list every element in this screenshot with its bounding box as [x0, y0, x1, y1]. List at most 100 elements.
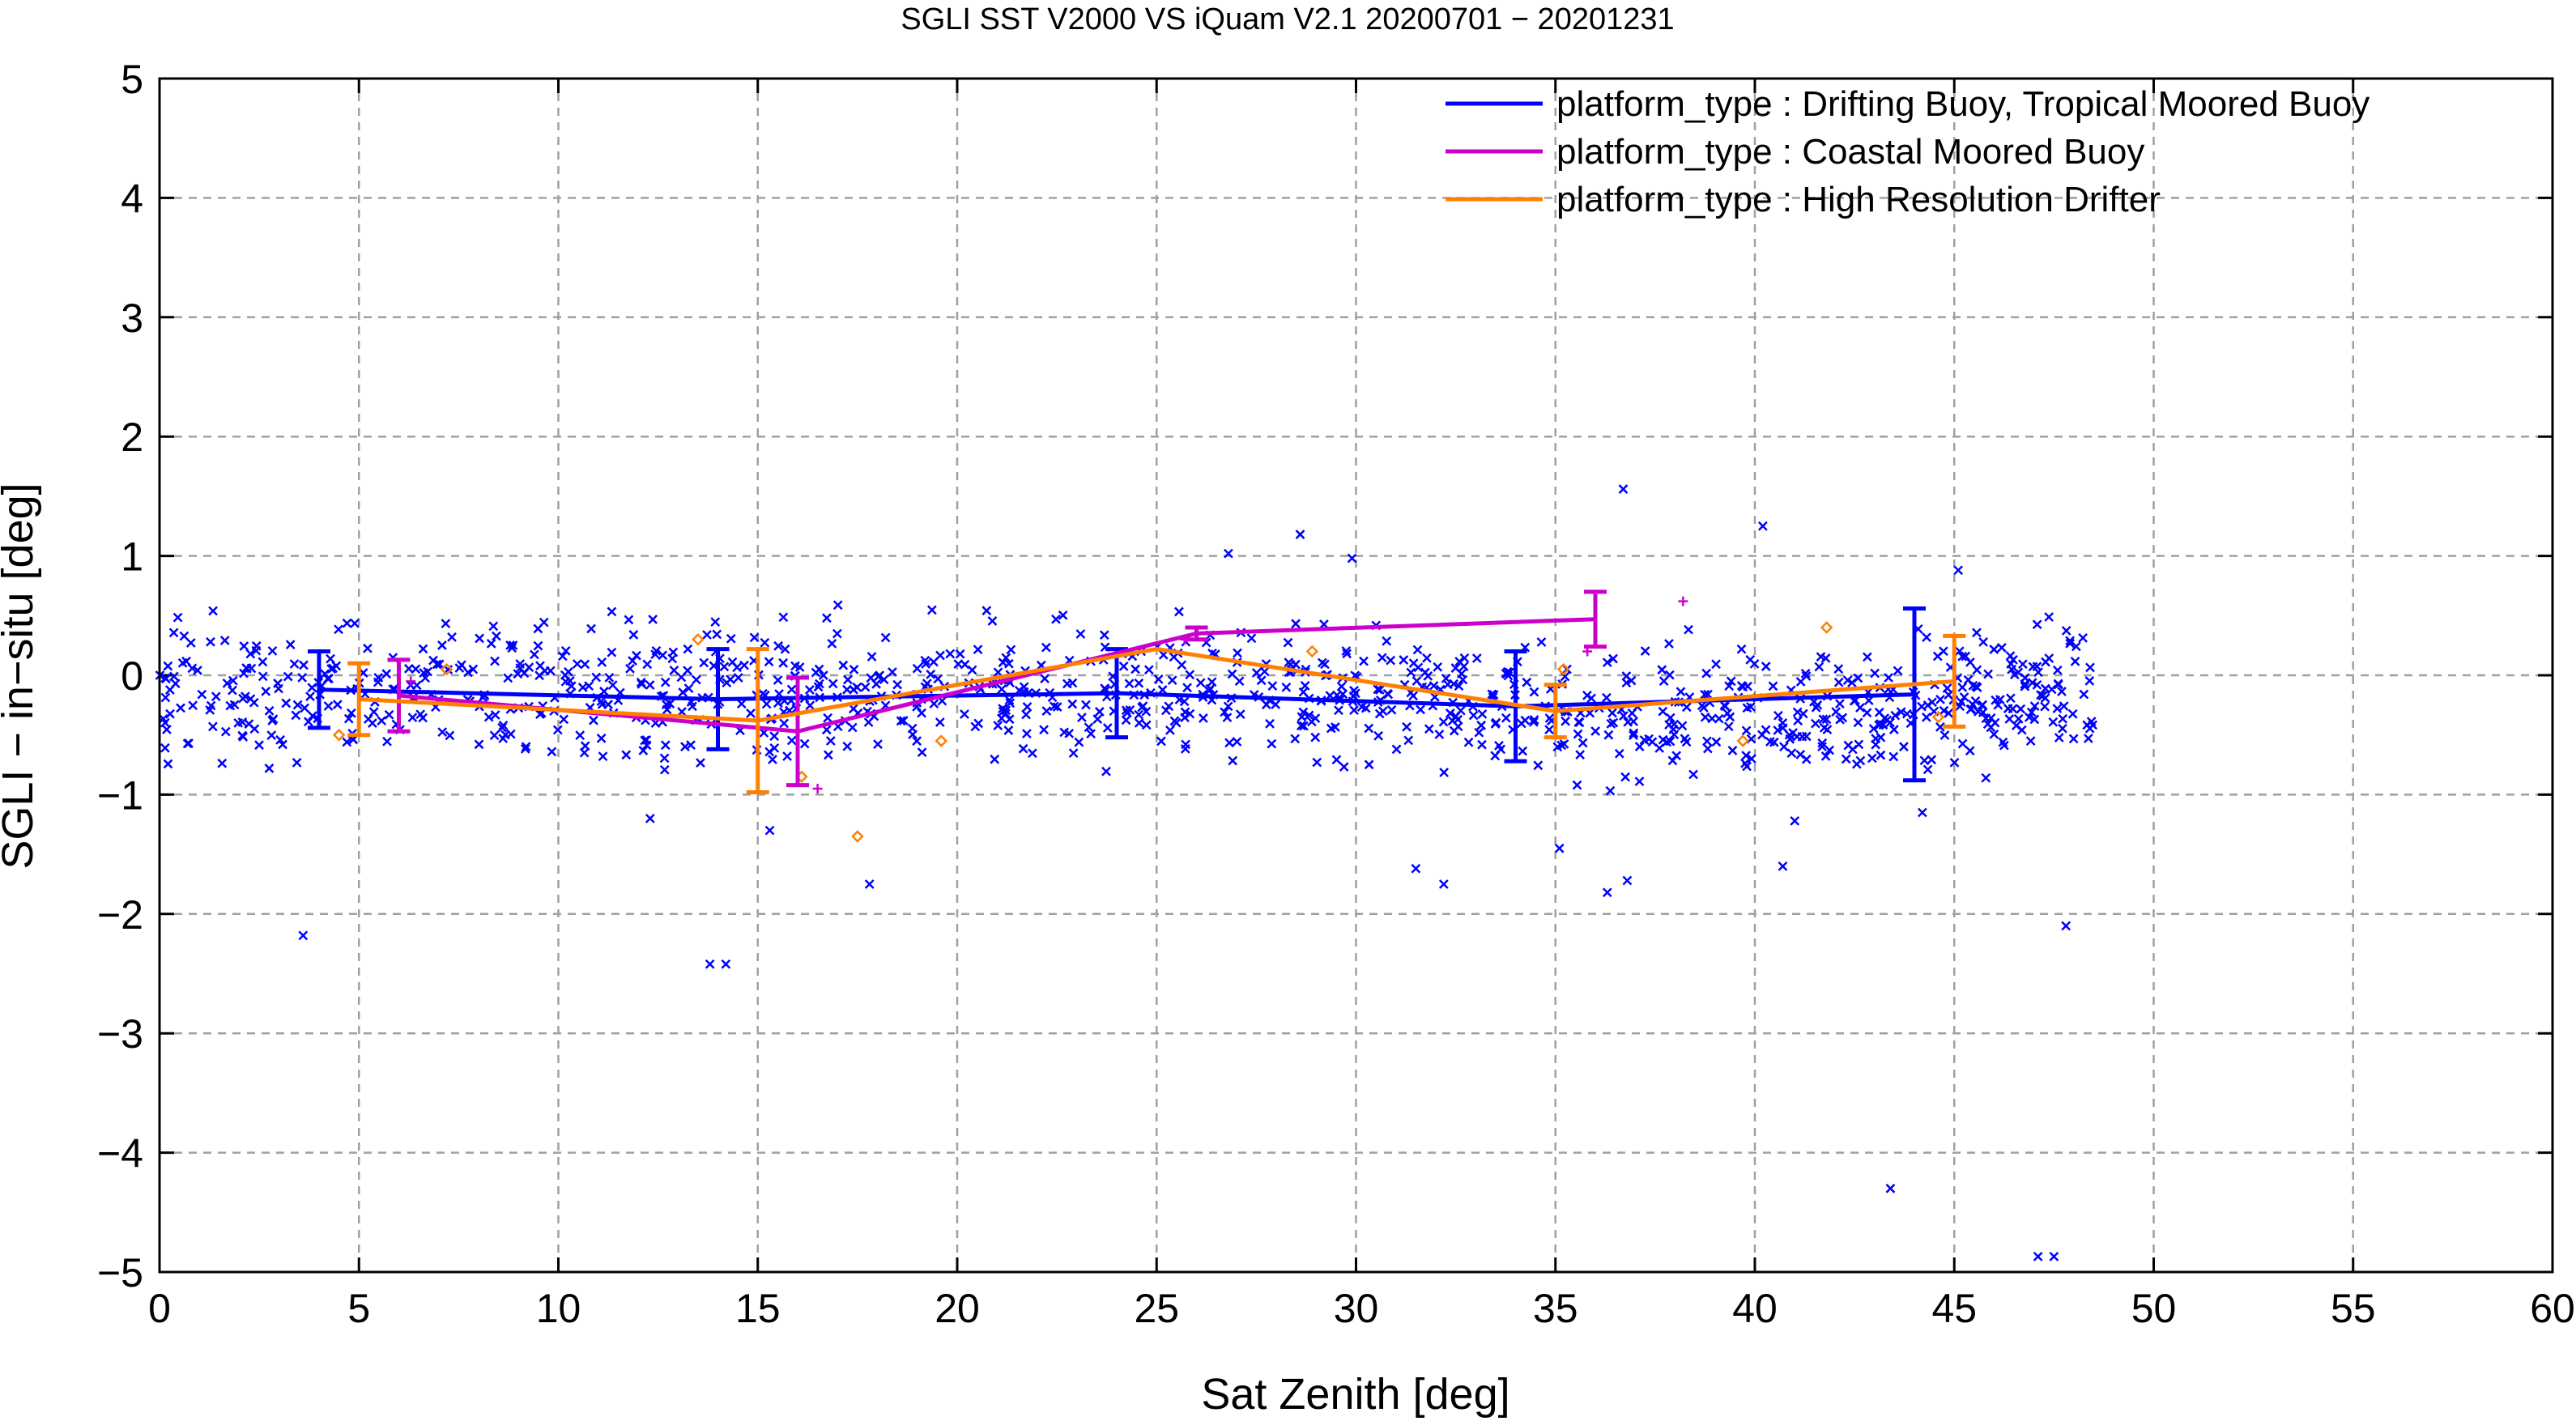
scatter-point	[1520, 715, 1531, 725]
scatter-point	[739, 660, 749, 670]
scatter-point	[669, 666, 679, 675]
cross-stroke	[1968, 680, 1978, 691]
scatter-outlier	[645, 813, 655, 823]
cross-stroke	[1664, 639, 1674, 649]
cross-stroke	[1267, 681, 1278, 691]
scatter-point	[2003, 704, 2013, 713]
scatter-point	[1459, 653, 1470, 663]
cross-stroke	[1833, 664, 1844, 674]
plot-frame	[158, 77, 2554, 1274]
scatter-point	[935, 717, 945, 727]
scatter-point	[1356, 702, 1367, 713]
y-tick-label: −4	[97, 1131, 143, 1176]
scatter-point	[572, 659, 582, 669]
scatter-point	[1703, 689, 1713, 700]
cross-stroke	[445, 730, 455, 741]
cross-stroke	[1559, 738, 1569, 749]
cross-stroke	[1700, 712, 1710, 722]
scatter-point	[274, 683, 283, 694]
cross-stroke	[624, 615, 634, 625]
scatter-outlier	[2049, 1251, 2059, 1261]
cross-stroke	[1454, 681, 1464, 691]
cross-stroke	[1130, 664, 1140, 674]
cross-stroke	[1143, 665, 1154, 675]
cross-stroke	[1377, 653, 1387, 663]
cross-stroke	[1778, 723, 1788, 733]
cross-stroke	[2078, 632, 2088, 643]
cross-stroke	[719, 662, 730, 672]
cross-stroke	[1820, 653, 1831, 663]
cross-stroke	[2003, 704, 2013, 713]
cross-stroke	[937, 696, 947, 706]
cross-stroke	[1121, 715, 1131, 725]
cross-stroke	[1018, 743, 1028, 754]
cross-stroke	[343, 713, 354, 724]
scatter-point	[1382, 688, 1393, 699]
scatter-point	[598, 751, 608, 762]
cross-stroke	[1450, 711, 1461, 721]
y-axis-label: SGLI − in−situ [deg]	[0, 483, 42, 869]
cross-stroke	[1001, 705, 1011, 716]
scatter-point	[1817, 742, 1827, 752]
scatter-point	[164, 685, 175, 695]
cross-stroke	[935, 717, 945, 727]
cross-stroke	[1784, 730, 1795, 740]
cross-stroke	[1224, 738, 1234, 748]
scatter-point	[1932, 651, 1943, 662]
cross-stroke	[2070, 657, 2080, 666]
scatter-point	[382, 736, 392, 747]
cross-stroke	[1459, 653, 1470, 663]
scatter-point	[524, 662, 534, 673]
cross-stroke	[1004, 695, 1015, 705]
scatter-point	[1067, 699, 1078, 709]
scatter-point	[1474, 727, 1484, 738]
cross-stroke	[1605, 785, 1616, 796]
cross-stroke	[1602, 887, 1612, 898]
scatter-point	[1331, 755, 1342, 765]
cross-stroke	[245, 694, 256, 704]
scatter-point	[1006, 645, 1016, 655]
scatter-point	[1049, 701, 1059, 712]
scatter-point	[1786, 748, 1797, 759]
cross-stroke	[1246, 633, 1257, 644]
cross-stroke	[1074, 737, 1084, 747]
scatter-point	[289, 659, 300, 669]
scatter-point	[463, 667, 473, 678]
scatter-point	[1220, 707, 1230, 717]
cross-stroke	[1004, 658, 1014, 669]
scatter-point	[1251, 668, 1262, 678]
cross-stroke	[642, 659, 653, 670]
cross-stroke	[2011, 721, 2021, 731]
cross-stroke	[239, 641, 249, 651]
scatter-point	[217, 758, 228, 768]
cross-stroke	[580, 741, 590, 751]
scatter-point	[786, 684, 797, 695]
scatter-point	[1290, 734, 1301, 744]
scatter-point	[1746, 734, 1756, 744]
cross-stroke	[866, 652, 877, 662]
cross-stroke	[1331, 755, 1342, 765]
scatter-point-coastal	[406, 676, 416, 687]
scatter-point	[185, 638, 196, 648]
scatter-point	[1533, 760, 1543, 771]
cross-stroke	[292, 757, 302, 768]
scatter-point	[2029, 701, 2040, 712]
legend: platform_type : Drifting Buoy, Tropical …	[1446, 84, 2369, 219]
cross-stroke	[1841, 754, 1851, 764]
cross-stroke	[660, 677, 671, 687]
scatter-point	[1450, 711, 1461, 721]
cross-stroke	[1347, 553, 1357, 564]
scatter-point	[1246, 633, 1257, 644]
cross-stroke	[533, 623, 543, 634]
cross-stroke	[628, 630, 639, 640]
scatter-point	[1304, 710, 1314, 721]
cross-stroke	[1973, 706, 1983, 717]
cross-stroke	[686, 740, 696, 751]
scatter-point	[1702, 743, 1713, 754]
cross-stroke	[1876, 732, 1886, 742]
scatter-point	[678, 687, 688, 697]
cross-stroke	[688, 701, 697, 712]
scatter-point	[996, 713, 1007, 724]
cross-stroke	[1929, 706, 1939, 717]
scatter-point	[712, 629, 722, 640]
